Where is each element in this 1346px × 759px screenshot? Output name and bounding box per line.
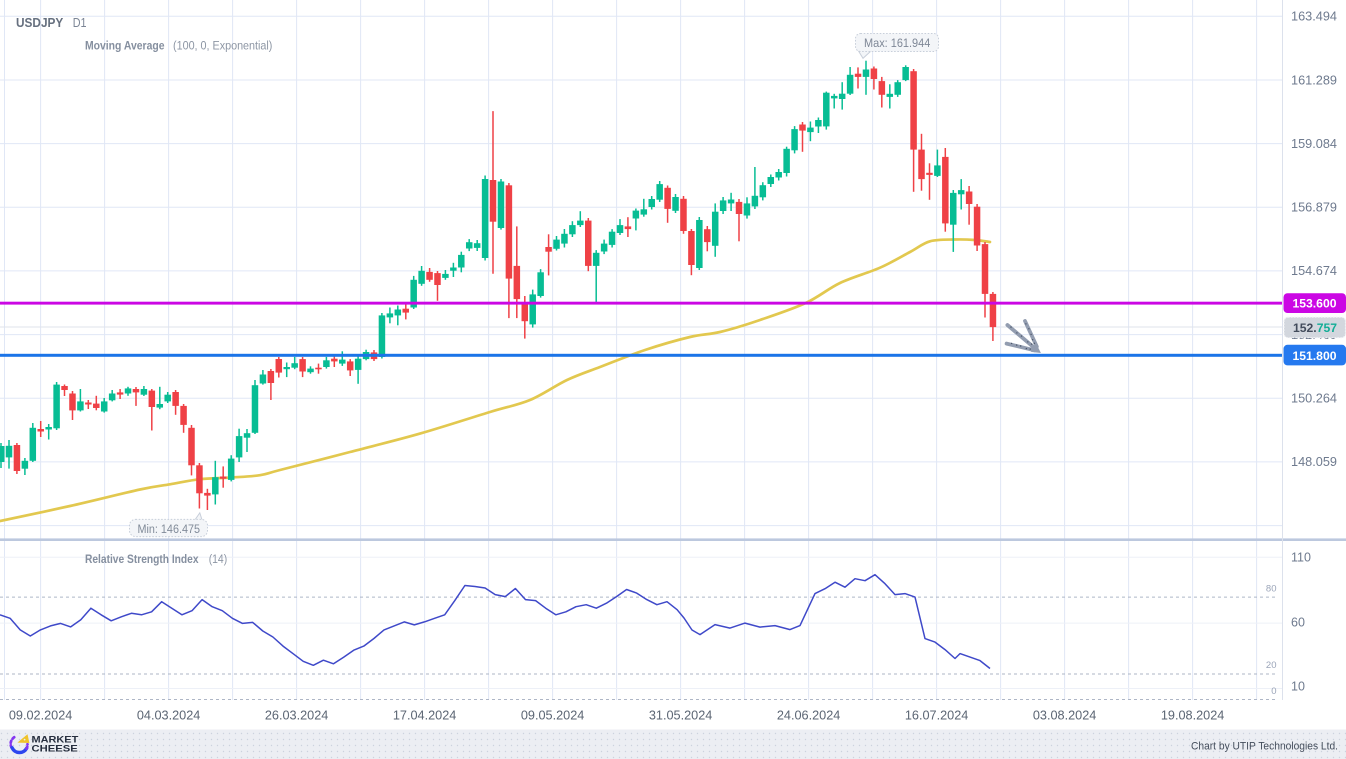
svg-text:16.07.2024: 16.07.2024	[905, 709, 969, 723]
svg-text:150.264: 150.264	[1291, 392, 1337, 406]
svg-text:159.084: 159.084	[1291, 137, 1337, 151]
svg-text:Chart by UTIP Technologies Ltd: Chart by UTIP Technologies Ltd.	[1191, 740, 1338, 752]
svg-text:09.05.2024: 09.05.2024	[521, 709, 585, 723]
svg-text:110: 110	[1291, 550, 1311, 564]
svg-text:20: 20	[1266, 660, 1277, 671]
svg-text:152.757: 152.757	[1293, 321, 1337, 335]
svg-text:0: 0	[1271, 686, 1276, 697]
svg-text:CHEESE: CHEESE	[32, 743, 78, 753]
svg-text:148.059: 148.059	[1291, 455, 1337, 469]
svg-text:161.289: 161.289	[1291, 73, 1337, 87]
svg-text:Max: 161.944: Max: 161.944	[864, 36, 930, 50]
svg-text:24.06.2024: 24.06.2024	[777, 709, 841, 723]
svg-text:09.02.2024: 09.02.2024	[9, 709, 73, 723]
svg-text:17.04.2024: 17.04.2024	[393, 709, 457, 723]
svg-text:Relative Strength Index: Relative Strength Index	[85, 552, 199, 566]
svg-text:D1: D1	[73, 15, 87, 30]
svg-text:Min: 146.475: Min: 146.475	[138, 522, 201, 536]
svg-text:(100, 0, Exponential): (100, 0, Exponential)	[173, 38, 272, 52]
svg-text:26.03.2024: 26.03.2024	[265, 709, 329, 723]
svg-text:80: 80	[1266, 584, 1277, 595]
svg-text:04.03.2024: 04.03.2024	[137, 709, 201, 723]
svg-text:60: 60	[1291, 615, 1305, 629]
svg-text:19.08.2024: 19.08.2024	[1161, 709, 1225, 723]
svg-text:Moving Average: Moving Average	[85, 38, 165, 52]
svg-text:USDJPY: USDJPY	[16, 15, 63, 30]
svg-text:151.800: 151.800	[1293, 349, 1337, 363]
svg-text:(14): (14)	[209, 552, 228, 566]
svg-text:03.08.2024: 03.08.2024	[1033, 709, 1097, 723]
svg-text:154.674: 154.674	[1291, 264, 1337, 278]
svg-text:156.879: 156.879	[1291, 201, 1337, 215]
svg-text:10: 10	[1291, 680, 1305, 694]
svg-text:153.600: 153.600	[1293, 297, 1337, 311]
svg-text:MARKET: MARKET	[32, 734, 80, 744]
svg-text:31.05.2024: 31.05.2024	[649, 709, 713, 723]
svg-text:163.494: 163.494	[1291, 10, 1337, 24]
